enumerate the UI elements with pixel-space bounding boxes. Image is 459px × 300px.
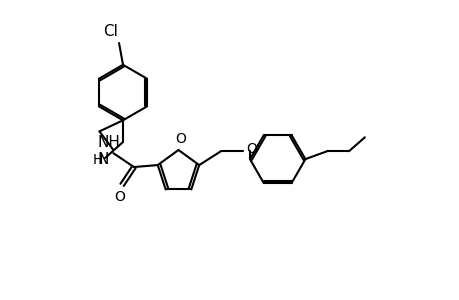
- Text: Cl: Cl: [103, 24, 118, 39]
- Text: H: H: [93, 153, 103, 167]
- Text: O: O: [114, 190, 125, 204]
- Text: N: N: [97, 152, 109, 167]
- Text: O: O: [174, 132, 185, 146]
- Text: O: O: [246, 142, 256, 156]
- Text: NH: NH: [97, 135, 120, 150]
